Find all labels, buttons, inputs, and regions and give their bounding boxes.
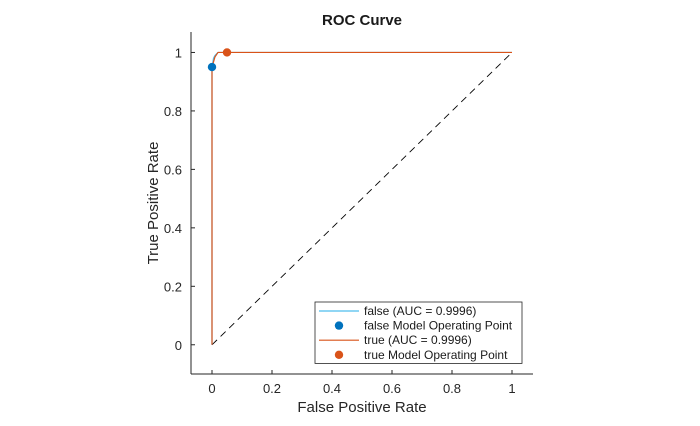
operating-point-1	[207, 62, 217, 72]
x-tick-label: 0.6	[383, 381, 401, 396]
legend-box	[314, 301, 523, 364]
legend: false (AUC = 0.9996)false Model Operatin…	[314, 301, 523, 364]
y-tick-label: 0	[175, 338, 182, 353]
y-tick-label: 0.8	[164, 104, 182, 119]
operating-point-3	[222, 48, 232, 57]
legend-entry-label: false (AUC = 0.9996)	[364, 304, 476, 318]
x-tick-label: 0.2	[263, 381, 281, 396]
y-axis-label: True Positive Rate	[145, 142, 162, 265]
x-tick-label: 1	[508, 381, 515, 396]
x-tick-label: 0.4	[323, 381, 341, 396]
x-axis-label: False Positive Rate	[297, 399, 426, 416]
legend-entry-label: true Model Operating Point	[364, 348, 508, 362]
chart-title: ROC Curve	[322, 12, 402, 29]
series-line-2	[211, 51, 512, 345]
y-tick-label: 0.6	[164, 162, 182, 177]
x-tick-label: 0	[208, 381, 215, 396]
axes	[190, 32, 533, 375]
legend-marker-swatch	[334, 321, 344, 330]
y-tick-label: 0.2	[164, 279, 182, 294]
legend-entry-label: false Model Operating Point	[364, 319, 513, 333]
x-tick-label: 0.8	[443, 381, 461, 396]
reference-diagonal-line	[211, 52, 513, 346]
y-tick-label: 1	[175, 45, 182, 60]
plot-area	[207, 48, 513, 346]
legend-marker-swatch	[334, 350, 344, 359]
legend-entry-label: true (AUC = 0.9996)	[364, 333, 472, 347]
ticks: 0 0.2 0.4 0.6 0.8 1 0 0.2 0.4 0.6 0.8 1	[164, 45, 516, 396]
y-tick-label: 0.4	[164, 221, 182, 236]
